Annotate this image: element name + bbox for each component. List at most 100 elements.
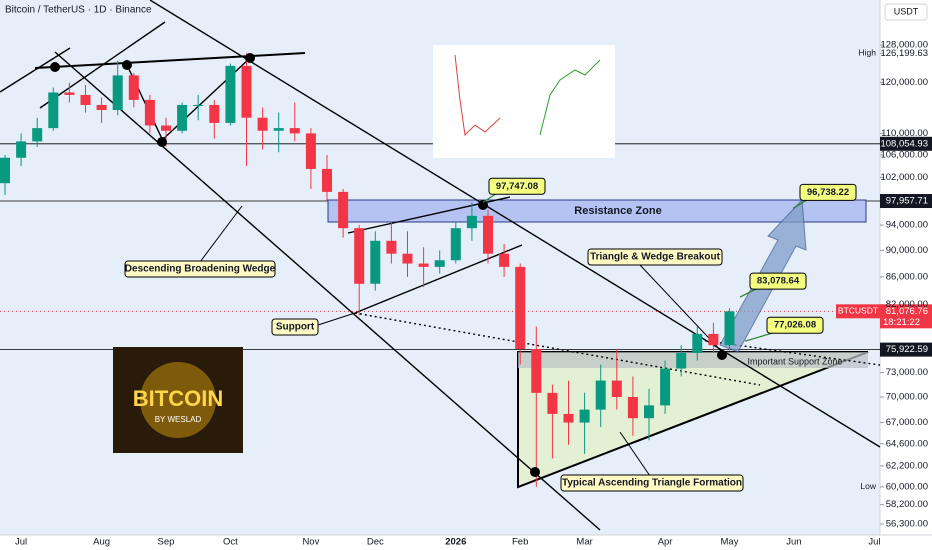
support-zone — [518, 352, 868, 368]
price-marker-label: 60,000.00 — [886, 481, 928, 492]
pivot-dot — [245, 53, 255, 63]
y-tick-label: 67,000.00 — [886, 417, 928, 428]
candles — [0, 53, 735, 487]
label-box — [124, 260, 276, 278]
x-tick-label: Jul — [868, 537, 880, 548]
y-tick-label: 110,000.00 — [881, 128, 928, 139]
y-tick-label: 106,000.00 — [880, 150, 928, 161]
label-text: Typical Ascending Triangle Formation — [562, 478, 742, 489]
candle-body — [579, 409, 590, 423]
candle-body — [338, 191, 349, 229]
trend-line — [354, 244, 523, 314]
label-text: Descending Broadening Wedge — [125, 264, 276, 275]
candle-body — [563, 413, 574, 423]
pointer — [317, 312, 356, 326]
candle-body — [16, 141, 27, 158]
y-tick-label: 90,000.00 — [886, 245, 928, 256]
label-text: Triangle & Wedge Breakout — [590, 252, 721, 263]
y-tick-label: 120,000.00 — [880, 77, 928, 88]
candle-body — [676, 352, 687, 369]
support-label: Support — [271, 318, 319, 336]
trend-lines — [0, 0, 881, 531]
callout-label: 77,026.08 — [774, 320, 816, 331]
x-tick-label: Jul — [15, 537, 27, 548]
callout-box — [799, 183, 857, 201]
trend-line — [54, 51, 601, 531]
y-tick-label: 64,600.00 — [886, 438, 928, 449]
candle-body — [64, 92, 75, 95]
candle-body — [322, 168, 332, 192]
countdown: 18:21:22 — [883, 317, 920, 328]
candle-body — [209, 104, 220, 123]
x-tick-label: Jun — [786, 537, 801, 548]
candle-body — [644, 405, 654, 419]
candle-body — [386, 240, 397, 254]
y-tick-label: 70,000.00 — [886, 392, 928, 403]
candle-body — [611, 380, 622, 397]
logo-image: BITCOIN BY WESLAD — [113, 347, 243, 453]
x-tick-label: Sep — [158, 537, 175, 548]
candle-body — [627, 396, 638, 419]
pointer — [199, 205, 243, 263]
x-tick-label: Mar — [576, 537, 592, 548]
label-box — [587, 248, 723, 266]
candle-body — [241, 65, 252, 118]
pivot-dot — [122, 60, 132, 70]
candle-body — [257, 117, 268, 131]
inset-frame — [433, 45, 615, 158]
inset-line — [539, 59, 601, 136]
y-tick-label: 62,200.00 — [886, 460, 928, 471]
chart-title: Bitcoin / TetherUS · 1D · Binance — [5, 5, 152, 16]
resistance-zone — [327, 199, 867, 223]
x-tick-label: Oct — [223, 537, 238, 548]
price-marker-label: 81,076.76 — [886, 306, 928, 317]
price-marker — [880, 304, 932, 329]
x-tick-label: May — [721, 537, 739, 548]
pivot-dot — [478, 200, 488, 210]
candle-body — [273, 128, 284, 131]
label-box — [271, 318, 319, 336]
candle-body — [80, 94, 91, 105]
callout-label: 97,747.08 — [496, 181, 538, 192]
y-tick-label: 94,000.00 — [886, 220, 928, 231]
x-tick-label: Nov — [302, 537, 319, 548]
pivot-dots — [50, 53, 727, 477]
candle-body — [724, 311, 735, 346]
candle-body — [161, 125, 171, 131]
price-marker — [880, 342, 932, 357]
currency: USDT — [894, 6, 919, 16]
candle-body — [515, 266, 526, 350]
candle-body — [692, 333, 703, 353]
y-tick-label: 128,000.00 — [880, 40, 928, 51]
candle-body — [289, 128, 300, 134]
candle-body — [595, 380, 606, 410]
candle-body — [418, 263, 429, 267]
wedge-label: Descending Broadening Wedge — [124, 260, 276, 278]
candle-body — [483, 215, 493, 254]
x-tick-label: 2026 — [445, 537, 466, 548]
resistance-label: Resistance Zone — [574, 205, 661, 217]
support-line — [354, 312, 761, 386]
label-box — [560, 474, 744, 492]
candle-body — [466, 215, 477, 229]
candle-body — [531, 349, 542, 393]
candle-body — [193, 104, 204, 106]
price-marker — [880, 136, 932, 151]
pointer — [639, 264, 723, 353]
label-text: Support — [276, 322, 315, 333]
x-tick-label: Apr — [658, 537, 673, 548]
triangle-label: Typical Ascending Triangle Formation — [560, 474, 744, 492]
symbol-tag — [836, 304, 880, 319]
candle-body — [354, 228, 365, 284]
callout-box — [766, 316, 824, 334]
support-zone-label: Important Support Zone — [747, 356, 842, 366]
callout-box — [488, 177, 546, 195]
logo-title: BITCOIN — [133, 386, 223, 411]
pointer — [619, 431, 651, 477]
candle-body — [128, 75, 139, 100]
candle-body — [402, 253, 413, 264]
y-tick-label: 58,200.00 — [886, 499, 928, 510]
candle-body — [0, 157, 10, 184]
price-marker-tag: Low — [860, 481, 876, 491]
